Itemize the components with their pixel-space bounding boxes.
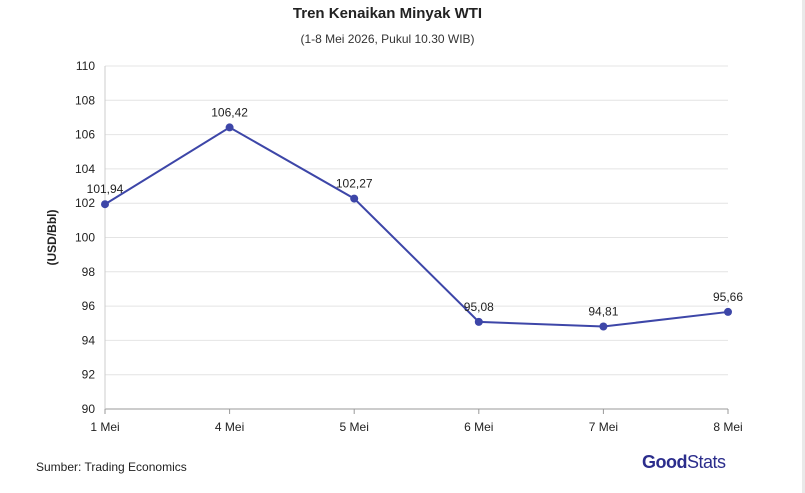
y-tick-label: 100 xyxy=(75,231,95,245)
chart-title: Tren Kenaikan Minyak WTI xyxy=(292,5,483,22)
x-tick-label: 8 Mei xyxy=(713,420,742,434)
data-label: 94,81 xyxy=(588,305,618,319)
x-tick-label: 7 Mei xyxy=(589,420,618,434)
y-tick-label: 104 xyxy=(75,162,95,176)
data-label: 95,08 xyxy=(464,300,494,314)
y-tick-label: 106 xyxy=(75,128,95,142)
y-tick-label: 108 xyxy=(75,93,95,107)
y-tick-label: 110 xyxy=(76,59,95,73)
goodstats-logo: GoodStats xyxy=(642,452,726,473)
data-point xyxy=(599,322,608,331)
data-point xyxy=(350,194,359,203)
logo-good: Good xyxy=(642,452,688,472)
y-tick-label: 98 xyxy=(82,265,96,279)
data-point xyxy=(101,200,109,209)
logo-stats: Stats xyxy=(687,452,726,472)
y-tick-label: 102 xyxy=(75,196,95,210)
grid-lines xyxy=(105,65,728,410)
data-label: 101,94 xyxy=(87,182,124,196)
x-tick-label: 6 Mei xyxy=(464,420,493,434)
y-tick-label: 92 xyxy=(82,368,96,382)
y-axis-ticks: 90 92 94 96 98 100 102 104 106 108 110 xyxy=(75,59,95,416)
y-axis-label: (USD/Bbl) xyxy=(45,210,59,266)
series-group: 101,94 106,42 102,27 95,08 94,81 95,66 xyxy=(87,105,743,331)
data-label: 95,66 xyxy=(713,290,743,304)
page-edge xyxy=(802,0,805,493)
x-tick-label: 4 Mei xyxy=(215,420,244,434)
y-tick-label: 96 xyxy=(82,299,96,313)
chart-subtitle: (1-8 Mei 2026, Pukul 10.30 WIB) xyxy=(300,32,475,46)
x-tick-label: 1 Mei xyxy=(90,420,119,434)
series-line xyxy=(104,126,729,328)
y-tick-label: 94 xyxy=(82,333,96,347)
data-label: 106,42 xyxy=(211,105,248,119)
data-label: 102,27 xyxy=(336,177,373,191)
x-axis-ticks: 1 Mei 4 Mei 5 Mei 6 Mei 7 Mei 8 Mei xyxy=(90,409,743,434)
data-point xyxy=(474,317,483,326)
data-point xyxy=(724,307,732,316)
data-point xyxy=(225,123,234,132)
source-note: Sumber: Trading Economics xyxy=(36,460,187,474)
x-tick-label: 5 Mei xyxy=(340,420,369,434)
y-tick-label: 90 xyxy=(82,402,96,416)
